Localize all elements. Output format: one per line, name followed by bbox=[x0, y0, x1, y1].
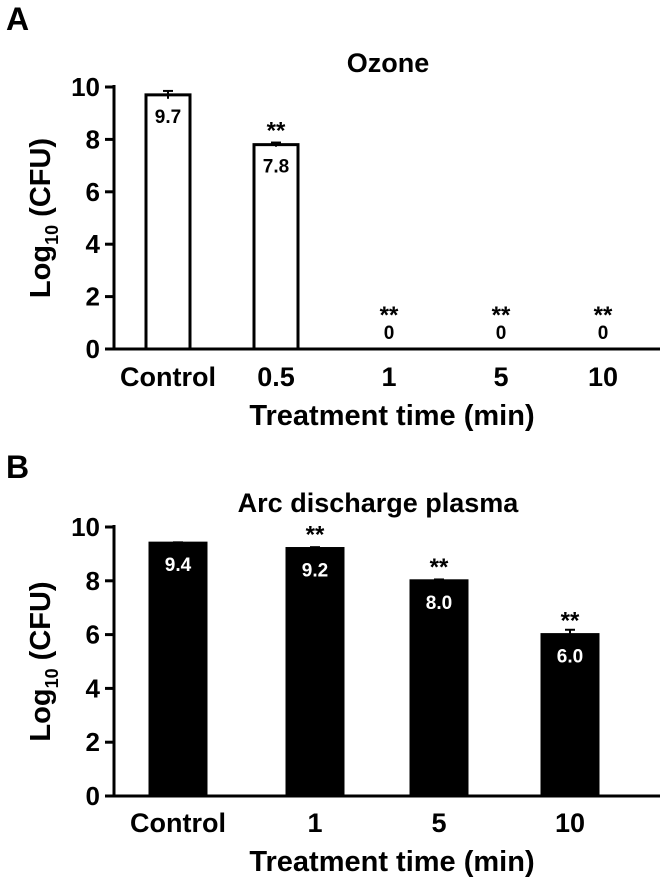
x-tick-label: Control bbox=[130, 808, 226, 838]
y-tick-label: 0 bbox=[86, 781, 100, 811]
x-axis-label: Treatment time (min) bbox=[249, 846, 534, 878]
bar-value-label: 0 bbox=[384, 323, 395, 344]
y-tick-label: 10 bbox=[71, 512, 100, 542]
y-axis-label: Log10 (CFU) bbox=[25, 138, 62, 298]
x-axis-label: Treatment time (min) bbox=[249, 400, 534, 432]
x-tick-label: 5 bbox=[493, 362, 508, 392]
y-axis-label-unit: (CFU) bbox=[25, 138, 57, 225]
bar-value-label: 0 bbox=[496, 323, 507, 344]
bar-value-label: 9.4 bbox=[165, 555, 192, 576]
y-axis-label-unit: (CFU) bbox=[25, 581, 57, 668]
x-tick-label: 1 bbox=[381, 362, 396, 392]
bar-value-label: 9.2 bbox=[302, 561, 328, 582]
y-axis-label-subscript: 10 bbox=[42, 668, 62, 688]
y-tick-label: 10 bbox=[71, 72, 100, 102]
y-tick-label: 4 bbox=[86, 229, 101, 259]
significance-marker: ** bbox=[492, 302, 511, 329]
y-tick-label: 6 bbox=[86, 177, 100, 207]
y-tick-label: 4 bbox=[86, 673, 101, 703]
panel-label: B bbox=[6, 449, 29, 485]
significance-marker: ** bbox=[430, 554, 449, 581]
bar bbox=[409, 579, 469, 798]
y-tick-label: 8 bbox=[86, 566, 100, 596]
bar bbox=[285, 547, 345, 798]
chart-title: Arc discharge plasma bbox=[238, 488, 520, 518]
x-tick-label: 5 bbox=[431, 808, 446, 838]
significance-marker: ** bbox=[267, 118, 286, 145]
y-axis-label-main: Log bbox=[25, 688, 57, 741]
x-tick-label: Control bbox=[120, 362, 216, 392]
bar bbox=[148, 541, 208, 798]
significance-marker: ** bbox=[594, 302, 613, 329]
y-tick-label: 6 bbox=[86, 620, 100, 650]
x-tick-label: 1 bbox=[307, 808, 322, 838]
bar-value-label: 8.0 bbox=[426, 593, 452, 614]
y-tick-label: 2 bbox=[86, 727, 100, 757]
significance-marker: ** bbox=[380, 302, 399, 329]
y-tick-label: 0 bbox=[86, 334, 100, 364]
y-axis-label-subscript: 10 bbox=[42, 225, 62, 245]
y-tick-label: 2 bbox=[86, 282, 100, 312]
bar bbox=[540, 633, 600, 798]
y-tick-label: 8 bbox=[86, 124, 100, 154]
chart-title: Ozone bbox=[347, 48, 430, 78]
panel-label: A bbox=[6, 1, 29, 37]
y-axis-label: Log10 (CFU) bbox=[25, 581, 62, 741]
bar bbox=[144, 93, 192, 351]
y-axis-label-main: Log bbox=[25, 245, 57, 298]
significance-marker: ** bbox=[561, 608, 580, 635]
x-tick-label: 0.5 bbox=[257, 362, 295, 392]
bar-value-label: 7.8 bbox=[263, 157, 289, 178]
bar-value-label: 9.7 bbox=[155, 107, 181, 128]
bar-value-label: 0 bbox=[598, 323, 609, 344]
significance-marker: ** bbox=[306, 522, 325, 549]
bar-value-label: 6.0 bbox=[557, 647, 583, 668]
x-tick-label: 10 bbox=[555, 808, 585, 838]
x-tick-label: 10 bbox=[588, 362, 618, 392]
